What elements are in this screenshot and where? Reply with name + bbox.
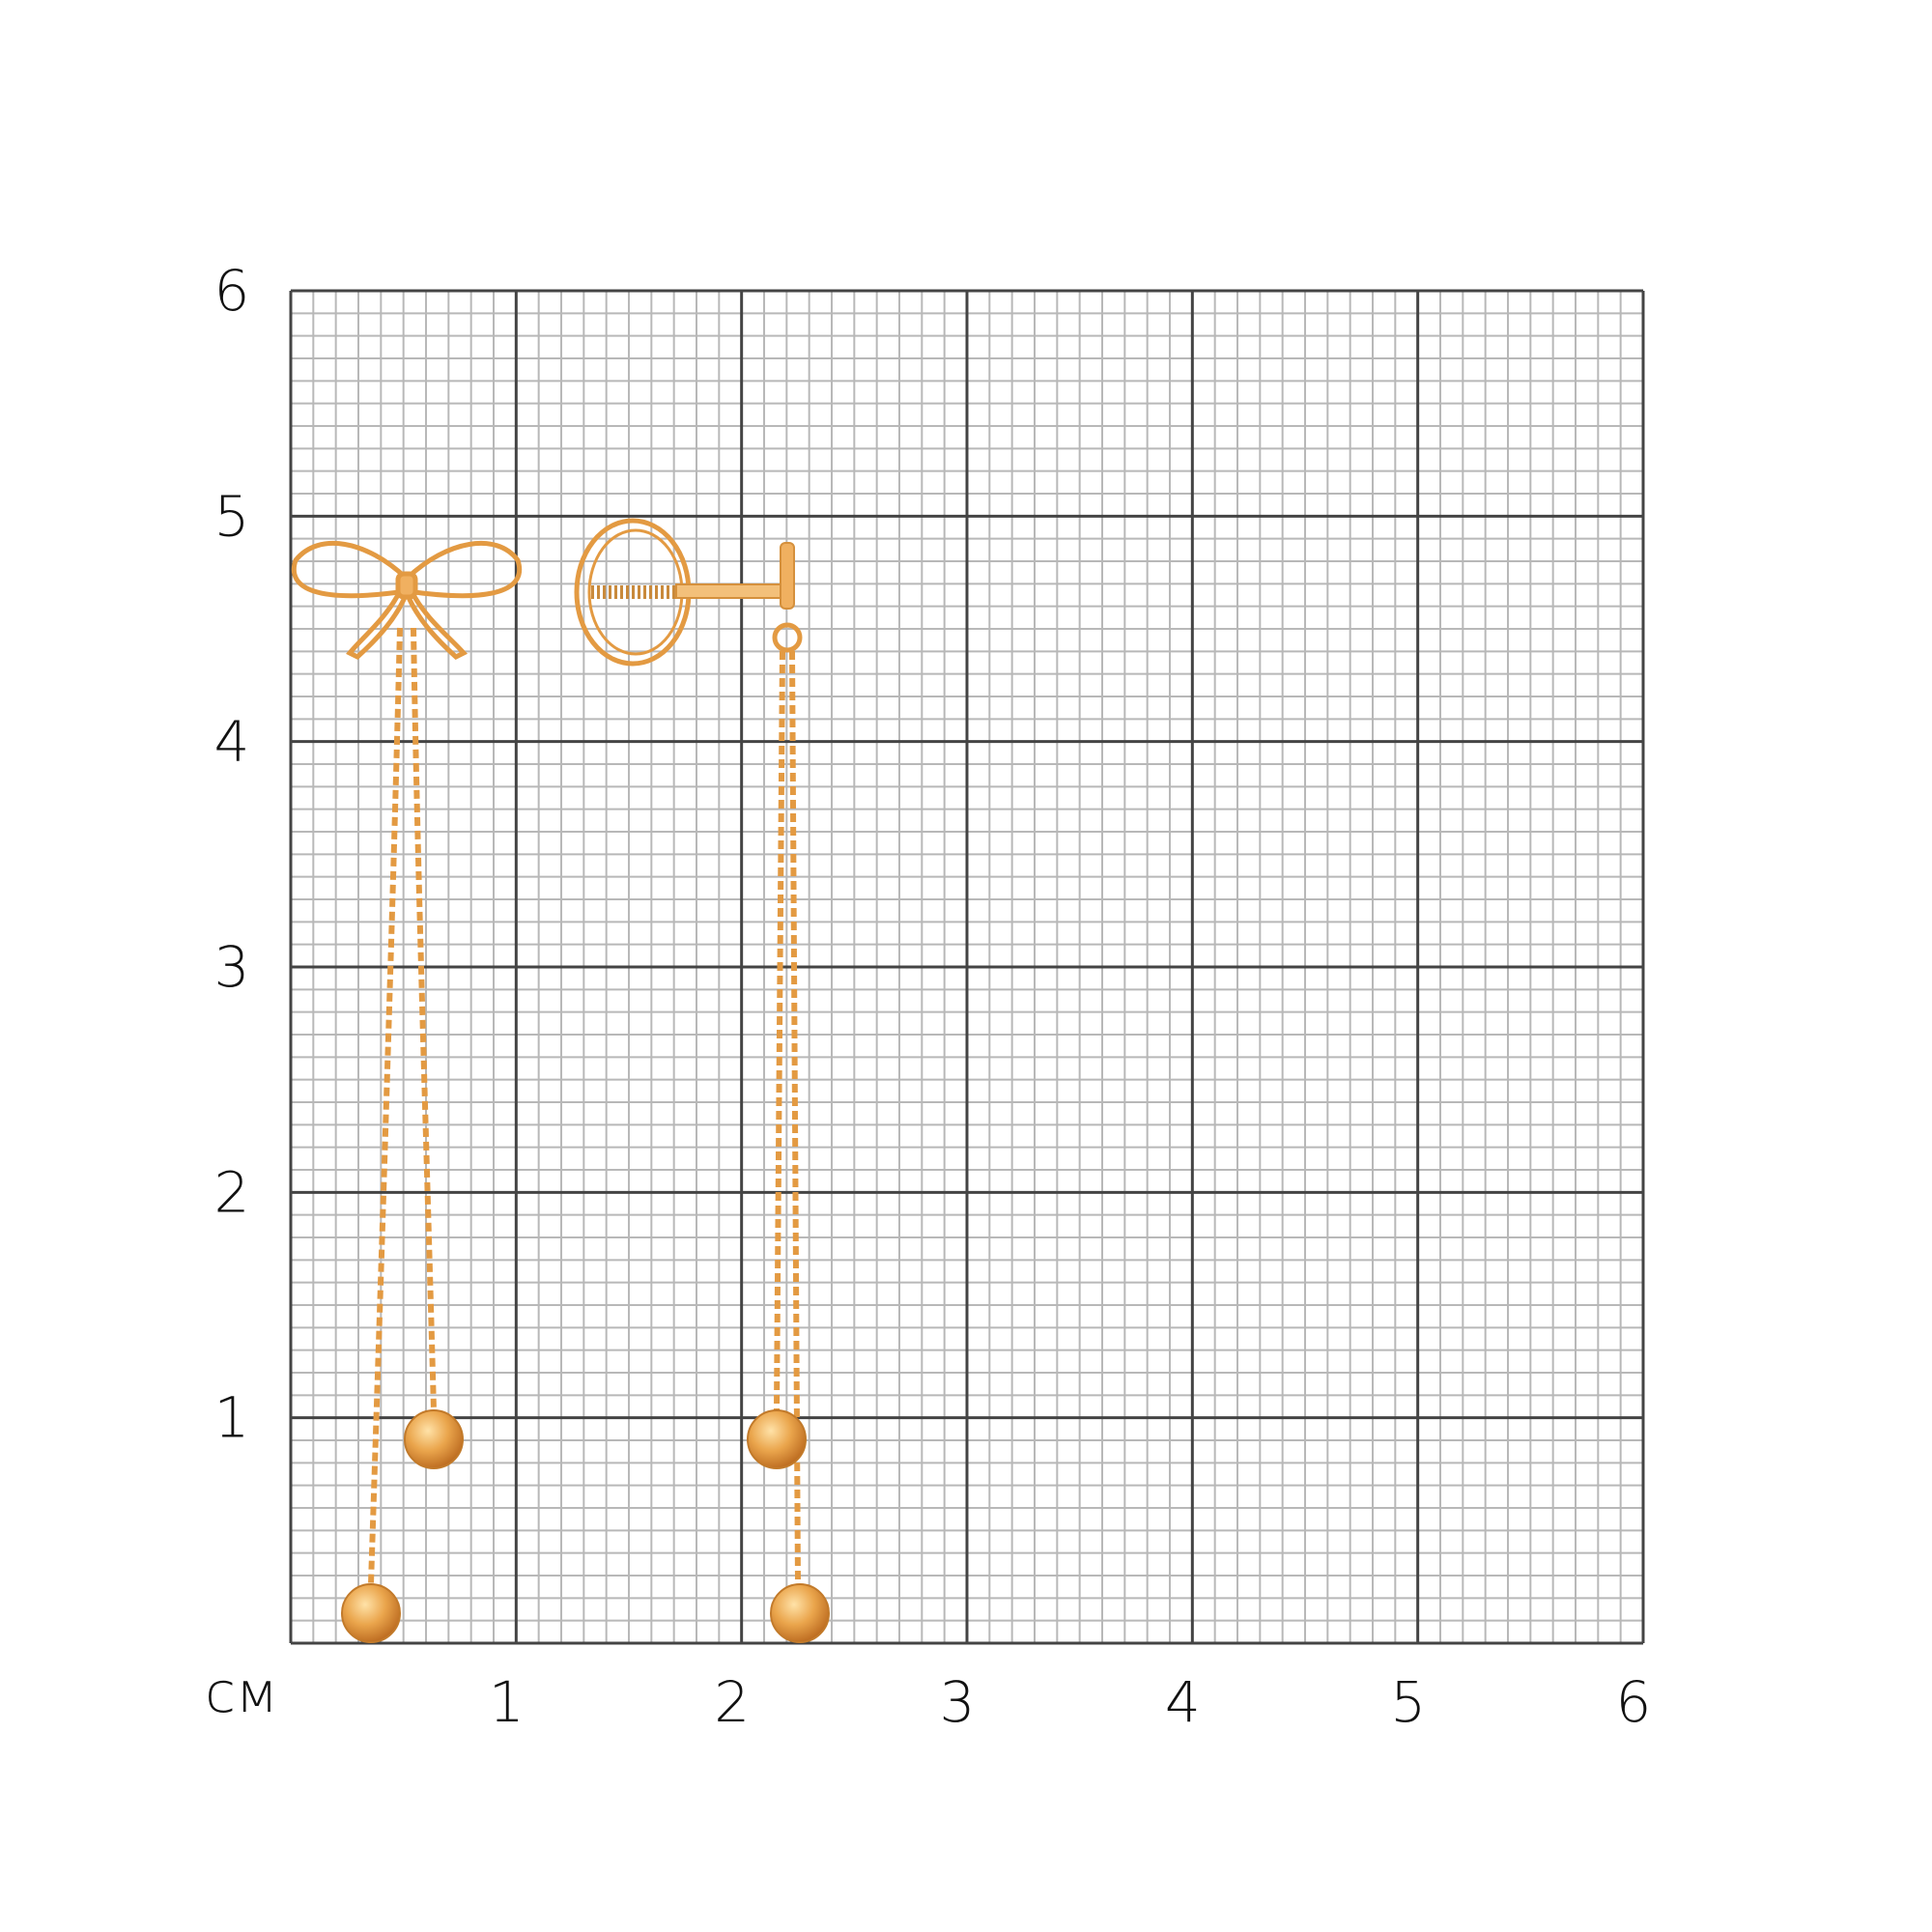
unit-label: см bbox=[205, 1660, 278, 1725]
scale-labels: 1 2 3 4 5 6 1 2 3 4 5 6 см bbox=[205, 258, 1651, 1735]
bow-earring bbox=[291, 540, 523, 1643]
bow-left-loop bbox=[291, 540, 409, 599]
x-tick-label: 2 bbox=[714, 1669, 750, 1735]
bead-long bbox=[341, 1583, 401, 1643]
bow-knot bbox=[395, 571, 418, 600]
bow-left-tail bbox=[346, 589, 409, 661]
y-tick-label: 2 bbox=[214, 1159, 250, 1225]
side-chain-1 bbox=[774, 650, 785, 1411]
bow-chain-1 bbox=[368, 627, 403, 1585]
y-tick-label: 3 bbox=[214, 934, 250, 1000]
x-tick-label: 3 bbox=[940, 1669, 976, 1735]
x-tick-label: 6 bbox=[1616, 1669, 1652, 1735]
bow-right-tail bbox=[405, 589, 469, 661]
y-tick-label: 4 bbox=[214, 709, 250, 775]
y-tick-label: 6 bbox=[214, 258, 250, 324]
x-tick-label: 5 bbox=[1390, 1669, 1426, 1735]
side-bead-long bbox=[770, 1583, 830, 1643]
side-view-earring bbox=[574, 518, 830, 1643]
y-tick-label: 5 bbox=[214, 483, 250, 549]
side-bead-short bbox=[747, 1409, 807, 1469]
y-tick-label: 1 bbox=[214, 1385, 250, 1451]
earring-post bbox=[675, 583, 783, 599]
chain-loop bbox=[772, 622, 803, 653]
measurement-grid bbox=[289, 289, 1645, 1645]
bow-right-loop bbox=[405, 540, 523, 599]
x-tick-label: 1 bbox=[489, 1669, 525, 1735]
bead-short bbox=[404, 1409, 464, 1469]
earring-disc bbox=[780, 542, 795, 610]
x-tick-label: 4 bbox=[1165, 1669, 1201, 1735]
bow-chain-2 bbox=[411, 627, 437, 1411]
